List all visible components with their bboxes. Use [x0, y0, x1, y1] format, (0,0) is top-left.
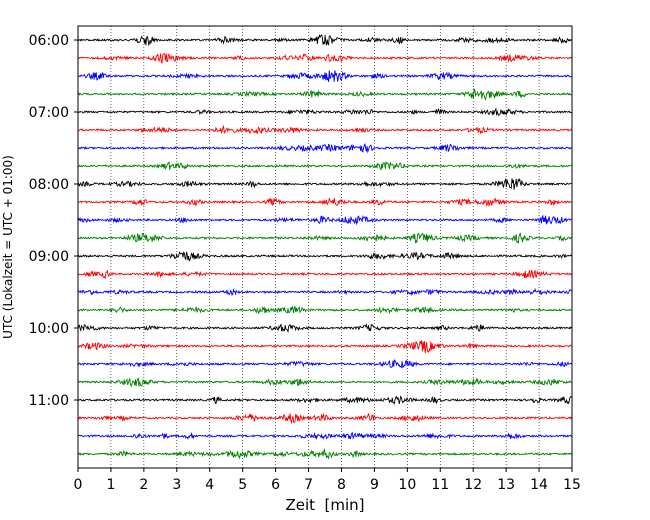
trace-line — [77, 322, 572, 334]
x-tick-label: 0 — [74, 477, 83, 493]
y-tick-label: 07:00 — [29, 105, 69, 121]
trace-line — [77, 359, 572, 369]
trace-line — [77, 214, 572, 226]
trace-group — [77, 34, 572, 460]
trace-line — [77, 34, 572, 47]
x-tick-label: 12 — [464, 477, 482, 493]
x-axis-label: Zeit [min] — [285, 496, 364, 514]
x-tick-label: 5 — [238, 477, 247, 493]
x-tick-label: 14 — [530, 477, 548, 493]
y-tick-label: 08:00 — [29, 177, 69, 193]
x-tick-label: 8 — [337, 477, 346, 493]
x-tick-label: 2 — [139, 477, 148, 493]
trace-line — [77, 431, 572, 441]
x-tick-label: 11 — [431, 477, 449, 493]
y-tick-label: 10:00 — [29, 321, 69, 337]
x-tick-label: 10 — [398, 477, 416, 493]
trace-line — [77, 269, 572, 280]
trace-line — [77, 340, 572, 354]
x-axis-ticks: 0 1 2 3 4 5 6 7 8 9 10 11 12 13 14 15 — [74, 468, 581, 493]
trace-line — [77, 53, 572, 64]
trace-line — [77, 287, 572, 297]
trace-line — [77, 232, 572, 245]
trace-line — [77, 448, 572, 460]
plot-frame — [77, 25, 573, 469]
trace-line — [77, 143, 572, 154]
x-tick-label: 9 — [370, 477, 379, 493]
trace-line — [77, 377, 572, 388]
trace-line — [77, 87, 572, 101]
trace-line — [77, 395, 572, 405]
x-tick-label: 1 — [106, 477, 115, 493]
trace-line — [77, 160, 572, 171]
y-tick-label: 06:00 — [29, 33, 69, 49]
x-tick-label: 3 — [172, 477, 181, 493]
trace-line — [77, 305, 572, 315]
trace-line — [77, 70, 572, 83]
trace-line — [77, 107, 572, 116]
x-tick-label: 7 — [304, 477, 313, 493]
trace-line — [77, 177, 572, 190]
y-tick-label: 09:00 — [29, 249, 69, 265]
trace-line — [77, 251, 572, 262]
x-tick-label: 6 — [271, 477, 280, 493]
trace-line — [77, 124, 572, 135]
x-tick-label: 13 — [497, 477, 515, 493]
trace-line — [77, 196, 572, 207]
trace-line — [77, 412, 572, 425]
y-tick-label: 11:00 — [29, 393, 69, 409]
y-axis-label: UTC (Lokalzeit = UTC + 01:00) — [1, 155, 15, 339]
y-axis-ticks: 06:00 07:00 08:00 09:00 10:00 11:00 — [29, 33, 78, 409]
x-tick-label: 4 — [205, 477, 214, 493]
x-tick-label: 15 — [563, 477, 581, 493]
